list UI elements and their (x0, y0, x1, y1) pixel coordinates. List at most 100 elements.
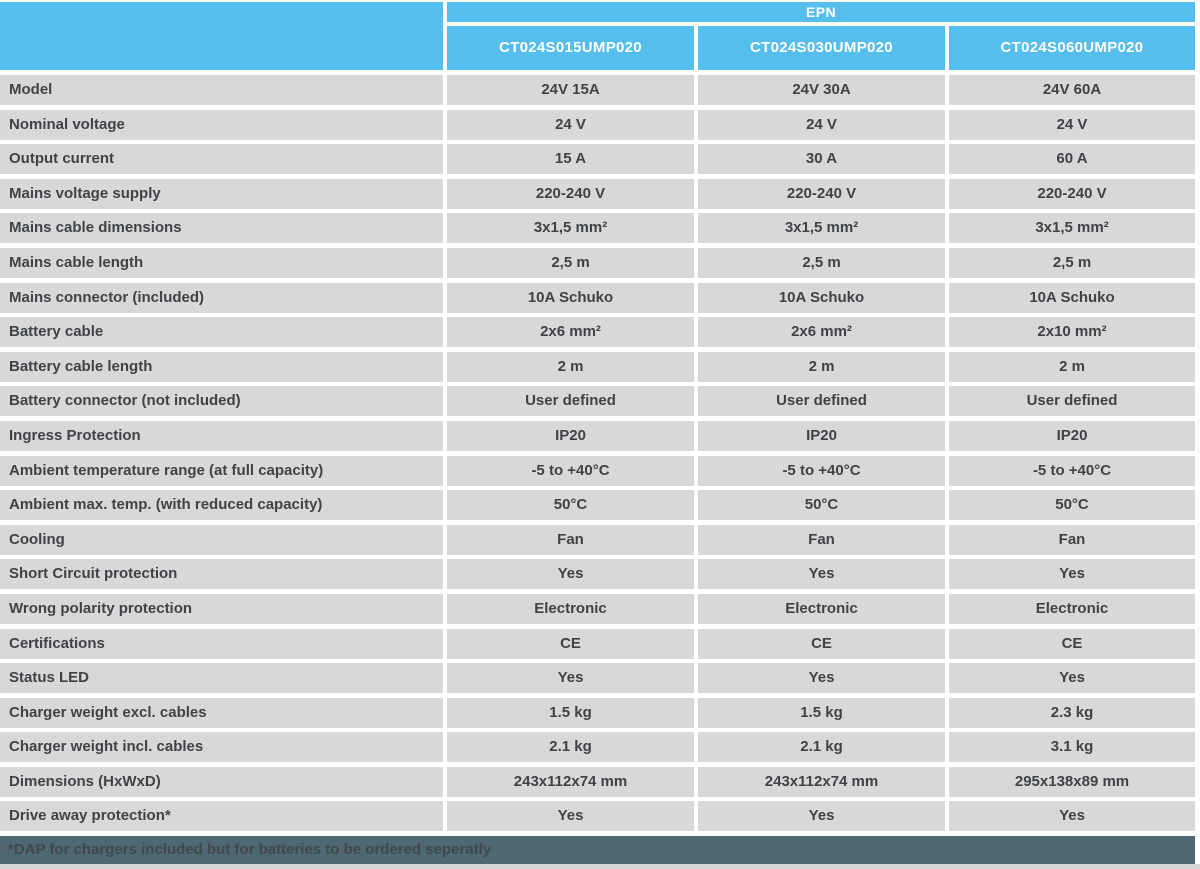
row-label: Mains voltage supply (0, 178, 443, 209)
row-value: IP20 (698, 420, 945, 451)
row-label: Mains connector (included) (0, 282, 443, 313)
row-label: Nominal voltage (0, 109, 443, 140)
table-row: Cooling Fan Fan Fan (0, 524, 1195, 555)
row-value: 3x1,5 mm² (447, 213, 694, 244)
row-value: 243x112x74 mm (447, 766, 694, 797)
table-corner-cell (0, 2, 443, 70)
row-value: 2.1 kg (698, 732, 945, 763)
row-label: Ambient max. temp. (with reduced capacit… (0, 490, 443, 521)
row-value: 24V 15A (447, 75, 694, 105)
table-body: Model 24V 15A 24V 30A 24V 60A Nominal voltag… (0, 75, 1195, 832)
row-value: 2,5 m (949, 247, 1195, 278)
row-label: Cooling (0, 524, 443, 555)
row-value: Fan (949, 524, 1195, 555)
column-header-0: CT024S015UMP020 (447, 26, 694, 70)
row-value: 2.1 kg (447, 732, 694, 763)
row-value: User defined (698, 386, 945, 417)
row-label: Short Circuit protection (0, 559, 443, 590)
row-label: Model (0, 75, 443, 105)
row-value: 3.1 kg (949, 732, 1195, 763)
table-row: Mains cable dimensions 3x1,5 mm² 3x1,5 mm²… (0, 213, 1195, 244)
row-value: 2,5 m (698, 247, 945, 278)
row-value: 50°C (447, 490, 694, 521)
table-row: Status LED Yes Yes Yes (0, 663, 1195, 694)
column-header-2: CT024S060UMP020 (949, 26, 1195, 70)
row-value: 2,5 m (447, 247, 694, 278)
row-value: Yes (698, 559, 945, 590)
brand-header-label: EPN (806, 4, 836, 20)
row-value: User defined (447, 386, 694, 417)
row-value: 2x6 mm² (447, 317, 694, 348)
row-value: 24 V (698, 109, 945, 140)
row-value: 2x10 mm² (949, 317, 1195, 348)
table-row: Battery cable 2x6 mm² 2x6 mm² 2x10 mm² (0, 317, 1195, 348)
row-value: Yes (698, 663, 945, 694)
table-row: Model 24V 15A 24V 30A 24V 60A (0, 75, 1195, 105)
row-value: 220-240 V (698, 178, 945, 209)
table-row: Drive away protection* Yes Yes Yes (0, 801, 1195, 832)
row-value: 2x6 mm² (698, 317, 945, 348)
row-value: Electronic (447, 593, 694, 624)
table-row: Ingress Protection IP20 IP20 IP20 (0, 420, 1195, 451)
row-label: Dimensions (HxWxD) (0, 766, 443, 797)
row-label: Battery connector (not included) (0, 386, 443, 417)
row-value: 24 V (949, 109, 1195, 140)
row-value: CE (447, 628, 694, 659)
row-value: 295x138x89 mm (949, 766, 1195, 797)
table-row: Short Circuit protection Yes Yes Yes (0, 559, 1195, 590)
row-value: User defined (949, 386, 1195, 417)
brand-header-cell: EPN (447, 2, 1195, 22)
row-value: Fan (447, 524, 694, 555)
row-label: Ingress Protection (0, 420, 443, 451)
row-value: Fan (698, 524, 945, 555)
table-row: Mains connector (included) 10A Schuko 10A … (0, 282, 1195, 313)
table-row: Certifications CE CE CE (0, 628, 1195, 659)
row-value: CE (949, 628, 1195, 659)
row-value: 50°C (698, 490, 945, 521)
row-value: Yes (447, 663, 694, 694)
footnote-text: *DAP for chargers included but for batte… (8, 841, 492, 858)
row-value: 30 A (698, 144, 945, 175)
row-value: 24 V (447, 109, 694, 140)
row-value: 220-240 V (447, 178, 694, 209)
row-value: 243x112x74 mm (698, 766, 945, 797)
row-label: Certifications (0, 628, 443, 659)
row-value: 10A Schuko (949, 282, 1195, 313)
table-row: Mains voltage supply 220-240 V 220-240 V 22… (0, 178, 1195, 209)
table-row: Battery connector (not included) User def… (0, 386, 1195, 417)
row-value: 50°C (949, 490, 1195, 521)
row-value: 10A Schuko (447, 282, 694, 313)
row-value: -5 to +40°C (949, 455, 1195, 486)
row-value: 220-240 V (949, 178, 1195, 209)
table-row: Wrong polarity protection Electronic Elect… (0, 593, 1195, 624)
row-value: Yes (949, 663, 1195, 694)
column-headers-row: CT024S015UMP020 CT024S030UMP020 CT024S060U… (447, 26, 1195, 70)
table-row: Ambient temperature range (at full capac… (0, 455, 1195, 486)
row-label: Ambient temperature range (at full capac… (0, 455, 443, 486)
row-value: Yes (949, 559, 1195, 590)
table-row: Nominal voltage 24 V 24 V 24 V (0, 109, 1195, 140)
row-value: IP20 (447, 420, 694, 451)
row-value: 10A Schuko (698, 282, 945, 313)
row-value: 24V 60A (949, 75, 1195, 105)
row-value: 2 m (949, 351, 1195, 382)
row-value: -5 to +40°C (698, 455, 945, 486)
table-row: Charger weight incl. cables 2.1 kg 2.1 kg 3… (0, 732, 1195, 763)
row-value: -5 to +40°C (447, 455, 694, 486)
row-value: 60 A (949, 144, 1195, 175)
row-value: IP20 (949, 420, 1195, 451)
row-value: 24V 30A (698, 75, 945, 105)
row-value: 15 A (447, 144, 694, 175)
row-value: Yes (447, 559, 694, 590)
row-label: Output current (0, 144, 443, 175)
row-value: 1.5 kg (698, 697, 945, 728)
table-row: Charger weight excl. cables 1.5 kg 1.5 kg 2… (0, 697, 1195, 728)
row-value: Electronic (949, 593, 1195, 624)
row-label: Drive away protection* (0, 801, 443, 832)
row-label: Mains cable dimensions (0, 213, 443, 244)
row-label: Battery cable (0, 317, 443, 348)
footnote-bar: *DAP for chargers included but for batte… (0, 836, 1195, 864)
row-label: Charger weight excl. cables (0, 697, 443, 728)
